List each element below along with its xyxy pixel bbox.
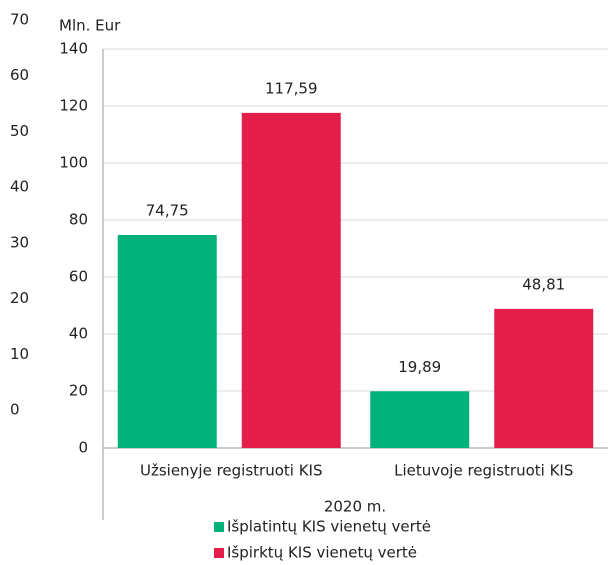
x-axis-label: 2020 m.	[324, 498, 386, 516]
value-label: 117,59	[265, 79, 318, 97]
y-tick-label: 60	[69, 268, 88, 286]
bar	[241, 112, 341, 448]
y-tick-label: 20	[69, 382, 88, 400]
x-tick-label: Užsienyje registruoti KIS	[140, 462, 323, 480]
y-tick-label: 0	[78, 439, 88, 457]
y2-tick-label: 10	[10, 345, 29, 363]
y2-tick-label: 30	[10, 233, 29, 251]
bar	[370, 391, 470, 448]
y-tick-label: 40	[69, 325, 88, 343]
y2-tick-label: 40	[10, 178, 29, 196]
legend-label: Išplatintų KIS vienetų vertė	[227, 518, 431, 536]
value-label: 74,75	[146, 201, 189, 219]
legend-swatch	[214, 548, 224, 558]
y-tick-label: 140	[59, 40, 88, 58]
y-tick-label: 100	[59, 154, 88, 172]
x-tick-label: Lietuvoje registruoti KIS	[394, 462, 573, 480]
y2-tick-label: 0	[10, 401, 20, 419]
bar	[117, 234, 217, 448]
value-label: 19,89	[398, 358, 441, 376]
bar	[494, 308, 594, 448]
y-tick-label: 80	[69, 211, 88, 229]
y2-tick-label: 20	[10, 289, 29, 307]
y2-tick-label: 70	[10, 11, 29, 29]
y-axis-label: Mln. Eur	[59, 17, 121, 35]
y2-tick-label: 50	[10, 122, 29, 140]
legend-swatch	[214, 522, 224, 532]
value-label: 48,81	[522, 275, 565, 293]
y-tick-label: 120	[59, 97, 88, 115]
y2-tick-label: 60	[10, 66, 29, 84]
legend-label: Išpirktų KIS vienetų vertė	[227, 544, 417, 562]
